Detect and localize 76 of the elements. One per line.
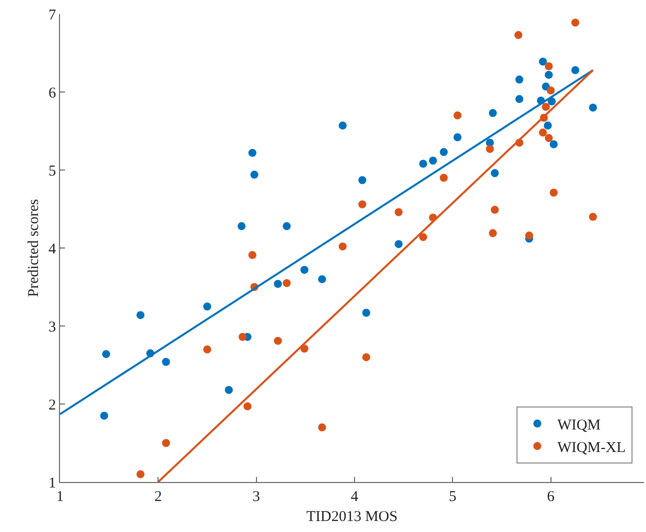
point [203,302,212,310]
point [100,412,108,420]
legend-label: WIQM [557,417,601,434]
point [515,95,524,104]
point [514,31,522,40]
point [102,350,110,358]
point [544,70,553,79]
point [248,251,256,260]
y-tick-label: 5 [48,163,56,180]
x-tick-label: 2 [154,489,162,505]
point [419,233,428,242]
point [486,144,494,153]
y-tick-label: 2 [48,397,56,414]
point [238,332,247,341]
point [490,206,499,214]
point [544,62,553,70]
point [440,174,448,182]
legend-label: WIQM-XL [557,440,626,456]
x-tick-label: 4 [350,489,359,505]
point [454,111,462,120]
point [542,102,550,111]
point [300,266,308,274]
point [136,470,144,478]
point [550,140,558,148]
x-axis-title: TID2013 MOS [306,509,398,525]
y-tick-label: 3 [48,319,56,336]
point [203,345,212,354]
point [538,128,547,137]
point [318,423,326,432]
y-tick-label: 6 [48,85,56,102]
point [538,58,547,66]
point [224,386,233,394]
point [162,358,170,366]
point [162,439,170,447]
point [358,200,366,208]
point [362,353,370,362]
point [248,148,256,157]
point [525,232,534,240]
point [338,242,347,250]
point [454,133,462,142]
y-axis-title: Predicted scores [26,198,42,297]
point [358,176,366,184]
point [428,156,437,165]
point [274,280,282,288]
point [490,169,499,178]
x-tick-label: 5 [448,489,456,505]
point [419,160,428,168]
point [243,402,252,410]
point [282,222,291,230]
point [546,86,555,94]
y-tick-label: 1 [48,475,56,492]
point [550,188,558,197]
x-tick-label: 3 [252,489,260,505]
point [394,240,403,248]
point [318,275,326,284]
point [136,311,144,320]
point [440,148,448,156]
point [515,76,524,84]
point [362,308,370,317]
point [238,222,246,230]
point [394,208,403,216]
point [571,66,580,74]
y-tick-label: 7 [48,7,56,24]
x-tick-label: 6 [547,489,556,505]
point [544,122,552,130]
point [488,229,497,238]
point [544,134,553,142]
point [588,104,597,112]
point [274,336,282,345]
y-tick-label: 4 [48,241,56,258]
point [571,18,580,27]
point [282,279,291,288]
point [338,122,347,130]
point [588,212,597,221]
point [488,109,497,118]
point [250,170,258,179]
